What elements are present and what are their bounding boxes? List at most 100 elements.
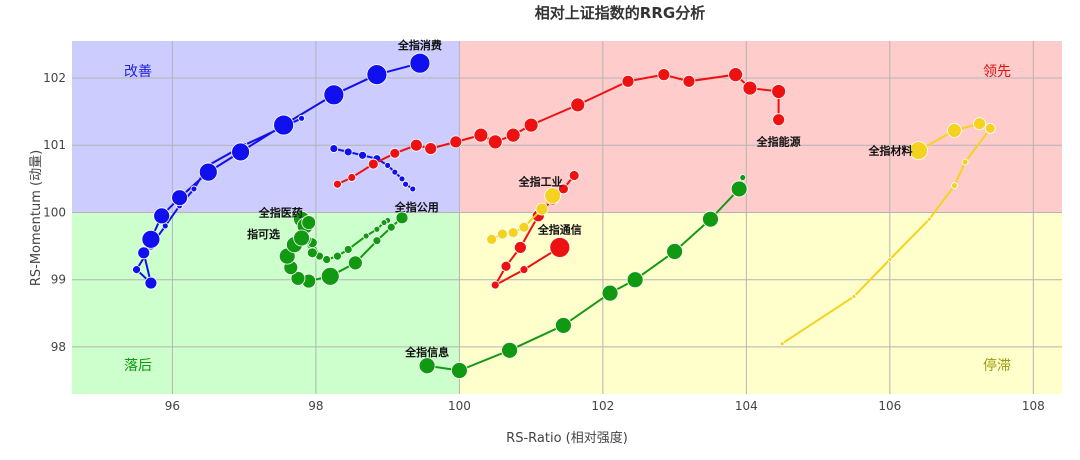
data-point	[728, 67, 743, 83]
quadrant-label-leading: 领先	[983, 64, 1011, 80]
data-point	[301, 215, 317, 230]
y-tick-label: 100	[43, 205, 66, 219]
data-point	[961, 158, 969, 166]
data-point	[391, 168, 399, 176]
data-point	[141, 229, 161, 249]
y-axis-title: RS-Momentum (动量)	[29, 150, 44, 286]
data-point	[702, 210, 719, 228]
data-point	[362, 232, 370, 240]
data-point	[386, 222, 396, 232]
data-point	[950, 182, 958, 189]
data-point	[772, 113, 786, 127]
data-point	[372, 236, 382, 246]
data-point	[555, 317, 572, 334]
series-label: 全指信息	[404, 345, 449, 359]
data-point	[347, 173, 357, 182]
data-point	[389, 147, 401, 159]
data-point	[601, 284, 619, 302]
data-point	[395, 211, 409, 225]
series-label: 全指能源	[756, 135, 801, 149]
data-point	[409, 185, 417, 193]
data-point	[424, 142, 438, 155]
data-point	[730, 180, 748, 198]
data-point	[409, 138, 423, 152]
data-point	[293, 229, 310, 247]
data-point	[298, 114, 305, 122]
quadrant-weakening	[459, 212, 1062, 394]
data-point	[198, 162, 218, 182]
quadrant-leading	[459, 41, 1062, 213]
data-point	[682, 74, 696, 88]
chart-title: 相对上证指数的RRG分析	[535, 4, 705, 22]
data-point	[549, 237, 571, 258]
series-line	[426, 177, 744, 372]
series-全指工业: 全指工业	[486, 175, 563, 245]
data-point	[544, 187, 562, 205]
gridlines	[72, 41, 1062, 394]
data-point	[333, 179, 342, 189]
data-point	[384, 161, 392, 169]
data-point	[779, 341, 785, 346]
data-point	[626, 271, 644, 289]
series-全指医药: 全指医药	[258, 206, 392, 264]
data-point	[398, 175, 406, 183]
series-label: 全指公用	[394, 200, 439, 214]
data-point	[402, 180, 409, 188]
data-point	[144, 276, 158, 290]
data-point	[320, 266, 340, 286]
y-tick-label: 99	[51, 273, 66, 287]
data-point	[190, 185, 198, 193]
tick-labels: 96 98 100 102 104 106 108 98 99 100 101 102	[43, 71, 1045, 413]
series-label: 指可选	[247, 227, 280, 241]
data-point	[306, 247, 318, 259]
data-point	[739, 174, 747, 181]
series-label: 全指医药	[258, 206, 303, 220]
data-point	[518, 221, 530, 233]
data-point	[621, 74, 635, 88]
quadrant-backgrounds	[72, 41, 1062, 394]
data-point	[473, 127, 489, 143]
data-point	[322, 255, 332, 264]
data-point	[409, 52, 431, 74]
quadrant-label-lagging: 落后	[124, 358, 152, 374]
series-全指消费: 全指消费	[132, 38, 442, 290]
data-point	[366, 64, 388, 86]
data-point	[973, 117, 986, 131]
data-point	[487, 134, 503, 150]
data-point	[486, 233, 498, 245]
data-point	[742, 80, 758, 96]
series-label: 全指材料	[868, 144, 913, 158]
series-全指材料: 全指材料	[779, 117, 996, 346]
data-point	[984, 123, 996, 134]
data-point	[523, 117, 539, 133]
series-指可选: 指可选	[247, 211, 409, 289]
data-point	[946, 123, 962, 138]
data-point	[570, 97, 586, 113]
data-point	[132, 265, 141, 275]
data-point	[501, 341, 519, 359]
data-point	[926, 216, 932, 222]
data-point	[273, 114, 295, 136]
quadrant-label-improving: 改善	[124, 64, 152, 80]
data-point	[347, 255, 363, 271]
y-tick-label: 101	[43, 138, 66, 152]
y-tick-label: 102	[43, 71, 66, 85]
data-point	[171, 189, 189, 207]
data-point	[490, 280, 500, 290]
series-label: 全指工业	[518, 175, 563, 189]
y-tick-label: 98	[51, 340, 66, 354]
data-point	[343, 245, 353, 254]
data-point	[497, 228, 508, 240]
data-point	[373, 225, 381, 233]
series-line	[781, 122, 992, 345]
data-point	[358, 150, 367, 160]
data-point	[137, 246, 151, 260]
quadrant-label-weakening: 停滞	[983, 357, 1011, 374]
series-全指信息: 全指信息	[404, 174, 748, 379]
x-axis-title: RS-Ratio (相对强度)	[506, 430, 628, 446]
x-tick-label: 100	[448, 399, 471, 413]
data-point	[450, 362, 468, 379]
